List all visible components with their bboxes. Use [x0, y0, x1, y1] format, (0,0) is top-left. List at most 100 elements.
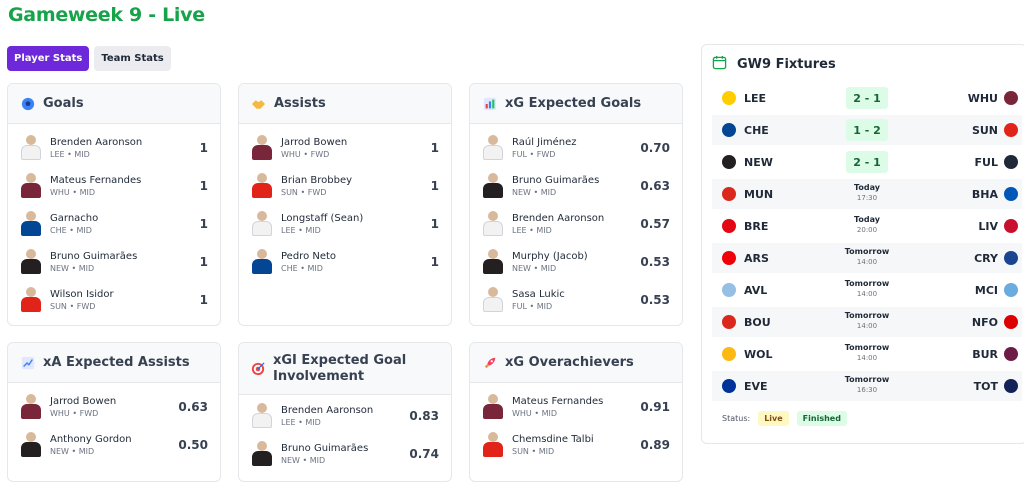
meta-separator: • [69, 188, 80, 197]
player-name: Sasa Lukic [512, 289, 565, 300]
player-row[interactable]: Mateus Fernandes WHU • MID 1 [8, 167, 220, 205]
player-meta: NEW • MID [281, 456, 409, 465]
avatar-head [26, 173, 36, 183]
home-crest-icon [722, 187, 736, 201]
player-row[interactable]: Pedro Neto CHE • MID 1 [239, 243, 451, 281]
avatar-head [26, 287, 36, 297]
player-avatar [482, 211, 504, 237]
player-team: CHE [50, 226, 67, 235]
player-position: MID [79, 188, 96, 197]
player-info: Murphy (Jacob) NEW • MID [512, 251, 640, 273]
meta-separator: • [295, 418, 306, 427]
card-header: xG Expected Goals [470, 84, 682, 124]
kickoff-time: 14:00 [856, 290, 878, 298]
card-header: xA Expected Assists [8, 343, 220, 383]
player-info: Sasa Lukic FUL • MID [512, 289, 640, 311]
assists-card: Assists Jarrod Bowen WHU • FWD 1 Brian Brobb… [238, 83, 452, 326]
tab-bar: Player Stats Team Stats [7, 46, 171, 71]
player-row[interactable]: Sasa Lukic FUL • MID 0.53 [470, 281, 682, 319]
fixture-row[interactable]: LEE 2 - 1 WHU [712, 83, 1022, 113]
player-team: CHE [281, 264, 298, 273]
player-row[interactable]: Garnacho CHE • MID 1 [8, 205, 220, 243]
player-row[interactable]: Longstaff (Sean) LEE • MID 1 [239, 205, 451, 243]
player-row[interactable]: Chemsdine Talbi SUN • MID 0.89 [470, 426, 682, 464]
tab-player-stats[interactable]: Player Stats [7, 46, 90, 71]
player-row[interactable]: Brian Brobbey SUN • FWD 1 [239, 167, 451, 205]
away-team: CRY [974, 251, 998, 265]
player-avatar [20, 394, 42, 420]
player-row[interactable]: Brenden Aaronson LEE • MID 0.57 [470, 205, 682, 243]
player-stat-value: 1 [199, 217, 208, 231]
player-avatar [251, 403, 273, 429]
player-meta: LEE • MID [512, 226, 640, 235]
player-row[interactable]: Anthony Gordon NEW • MID 0.50 [8, 426, 220, 464]
player-meta: CHE • MID [50, 226, 200, 235]
player-avatar [251, 249, 273, 275]
player-position: FWD [310, 150, 330, 159]
player-row[interactable]: Raúl Jiménez FUL • FWD 0.70 [470, 129, 682, 167]
player-stat-value: 0.63 [640, 179, 670, 193]
player-stat-value: 0.89 [640, 438, 670, 452]
home-team: LEE [744, 91, 767, 105]
player-meta: FUL • FWD [512, 150, 640, 159]
card-title: xG Expected Goals [505, 95, 642, 111]
avatar-shirt [252, 451, 272, 466]
avatar-head [257, 249, 267, 259]
player-name: Bruno Guimarães [281, 443, 369, 454]
player-row[interactable]: Mateus Fernandes WHU • MID 0.91 [470, 388, 682, 426]
player-row[interactable]: Bruno Guimarães NEW • MID 1 [8, 243, 220, 281]
fixture-row[interactable]: WOL Tomorrow 14:00 BUR [712, 339, 1022, 369]
away-crest-icon [1004, 315, 1018, 329]
fixture-row[interactable]: CHE 1 - 2 SUN [712, 115, 1022, 145]
card-header: xGI Expected Goal Involvement [239, 343, 451, 395]
fixture-row[interactable]: AVL Tomorrow 14:00 MCI [712, 275, 1022, 305]
player-position: MID [536, 226, 552, 235]
meta-separator: • [295, 226, 306, 235]
fixture-row[interactable]: ARS Tomorrow 14:00 CRY [712, 243, 1022, 273]
away-crest-icon [1004, 91, 1018, 105]
avatar-shirt [483, 183, 503, 198]
fixture-kickoff: Tomorrow 14:00 [836, 310, 898, 332]
xgi-card: xGI Expected Goal Involvement Brenden Aar… [238, 342, 452, 482]
player-row[interactable]: Brenden Aaronson LEE • MID 1 [8, 129, 220, 167]
player-name: Bruno Guimarães [50, 251, 138, 262]
player-list: Jarrod Bowen WHU • FWD 1 Brian Brobbey SUN •… [239, 124, 451, 281]
avatar-shirt [252, 221, 272, 236]
player-meta: WHU • FWD [50, 409, 178, 418]
player-position: MID [74, 150, 90, 159]
player-row[interactable]: Murphy (Jacob) NEW • MID 0.53 [470, 243, 682, 281]
player-info: Brenden Aaronson LEE • MID [50, 137, 200, 159]
player-list: Jarrod Bowen WHU • FWD 0.63 Anthony Gordon N… [8, 383, 220, 464]
player-team: WHU [281, 150, 301, 159]
kickoff-day: Tomorrow [844, 247, 890, 256]
player-position: FWD [307, 188, 327, 197]
fixture-row[interactable]: BOU Tomorrow 14:00 NFO [712, 307, 1022, 337]
player-meta: LEE • MID [50, 150, 200, 159]
fixture-row[interactable]: NEW 2 - 1 FUL [712, 147, 1022, 177]
player-info: Bruno Guimarães NEW • MID [512, 175, 640, 197]
tab-team-stats[interactable]: Team Stats [94, 46, 171, 71]
player-info: Mateus Fernandes WHU • MID [50, 175, 200, 197]
player-row[interactable]: Jarrod Bowen WHU • FWD 0.63 [8, 388, 220, 426]
player-team: LEE [281, 226, 296, 235]
player-row[interactable]: Wilson Isidor SUN • FWD 1 [8, 281, 220, 319]
away-crest-icon [1004, 155, 1018, 169]
player-info: Jarrod Bowen WHU • FWD [50, 396, 178, 418]
player-row[interactable]: Bruno Guimarães NEW • MID 0.63 [470, 167, 682, 205]
card-title: xGI Expected Goal Involvement [273, 352, 407, 384]
fixture-row[interactable]: BRE Today 20:00 LIV [712, 211, 1022, 241]
kickoff-time: 17:30 [856, 194, 878, 202]
fixture-row[interactable]: EVE Tomorrow 16:30 TOT [712, 371, 1022, 401]
player-list: Raúl Jiménez FUL • FWD 0.70 Bruno Guimarães… [470, 124, 682, 319]
player-name: Jarrod Bowen [50, 396, 117, 407]
fixture-row[interactable]: MUN Today 17:30 BHA [712, 179, 1022, 209]
player-name: Raúl Jiménez [512, 137, 577, 148]
home-crest-icon [722, 347, 736, 361]
player-team: FUL [512, 150, 527, 159]
player-row[interactable]: Jarrod Bowen WHU • FWD 1 [239, 129, 451, 167]
player-row[interactable]: Brenden Aaronson LEE • MID 0.83 [239, 397, 451, 435]
player-row[interactable]: Bruno Guimarães NEW • MID 0.74 [239, 435, 451, 473]
avatar-shirt [483, 259, 503, 274]
player-meta: LEE • MID [281, 226, 431, 235]
avatar-head [257, 173, 267, 183]
